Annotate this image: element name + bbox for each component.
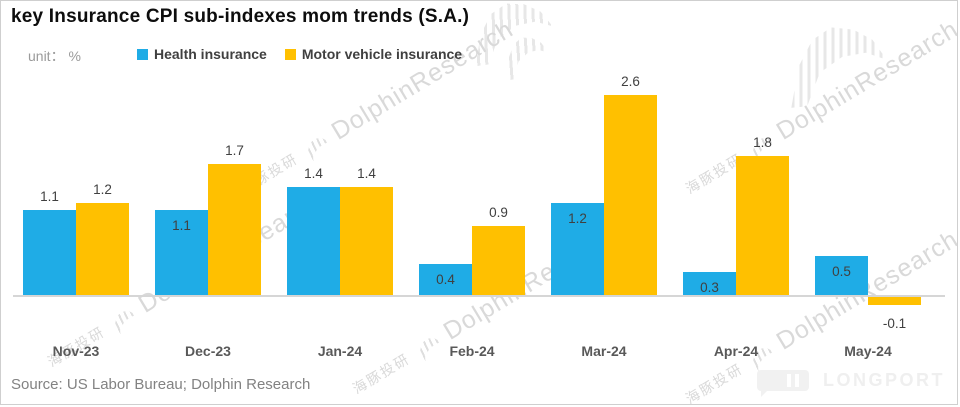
x-axis-line [13, 295, 945, 297]
bar-label-health-apr-24: 0.3 [700, 280, 719, 295]
bar-motor-jan-24 [340, 187, 393, 295]
bar-motor-feb-24 [472, 226, 525, 295]
legend-label: Health insurance [154, 46, 267, 62]
x-axis-label-may-24: May-24 [844, 343, 892, 359]
x-axis-label-jan-24: Jan-24 [317, 343, 363, 359]
bar-health-dec-23 [155, 210, 208, 295]
legend-item-health: Health insurance [137, 46, 267, 62]
bar-health-nov-23 [23, 210, 76, 295]
bar-label-health-mar-24: 1.2 [568, 211, 587, 226]
bar-health-may-24 [815, 256, 868, 295]
bar-health-apr-24 [683, 272, 736, 295]
x-axis-label-mar-24: Mar-24 [581, 343, 627, 359]
bar-label-health-dec-23: 1.1 [172, 218, 191, 233]
bar-motor-may-24 [868, 297, 921, 305]
x-axis-label-apr-24: Apr-24 [713, 343, 759, 359]
source-note: Source: US Labor Bureau; Dolphin Researc… [11, 376, 311, 393]
bar-motor-dec-23 [208, 164, 261, 295]
bar-motor-apr-24 [736, 156, 789, 295]
bar-health-mar-24 [551, 203, 604, 295]
page-title: key Insurance CPI sub-indexes mom trends… [11, 6, 470, 27]
health-legend-swatch [137, 48, 148, 60]
bar-label-motor-may-24: -0.1 [882, 316, 907, 331]
bar-label-motor-dec-23: 1.7 [225, 143, 244, 158]
x-axis-label-nov-23: Nov-23 [52, 343, 100, 359]
legend: Health insurance Motor vehicle insurance [137, 46, 462, 62]
bar-label-motor-feb-24: 0.9 [489, 205, 508, 220]
bar-health-jan-24 [287, 187, 340, 295]
x-axis-label-dec-23: Dec-23 [185, 343, 231, 359]
bar-label-motor-jan-24: 1.4 [357, 166, 376, 181]
legend-label: Motor vehicle insurance [301, 46, 463, 62]
x-axis-label-feb-24: Feb-24 [449, 343, 495, 359]
bar-motor-nov-23 [76, 203, 129, 295]
bar-label-motor-nov-23: 1.2 [93, 182, 112, 197]
legend-item-motor: Motor vehicle insurance [284, 46, 463, 62]
bar-motor-mar-24 [604, 95, 657, 295]
bar-label-health-may-24: 0.5 [832, 264, 851, 279]
bar-label-health-jan-24: 1.4 [304, 166, 323, 181]
unit-label: unit： % [28, 48, 81, 64]
bar-health-feb-24 [419, 264, 472, 295]
bar-label-health-feb-24: 0.4 [436, 272, 455, 287]
bar-label-motor-apr-24: 1.8 [753, 135, 772, 150]
bar-label-motor-mar-24: 2.6 [621, 74, 640, 89]
bar-label-health-nov-23: 1.1 [40, 189, 59, 204]
motor-legend-swatch [284, 48, 296, 60]
